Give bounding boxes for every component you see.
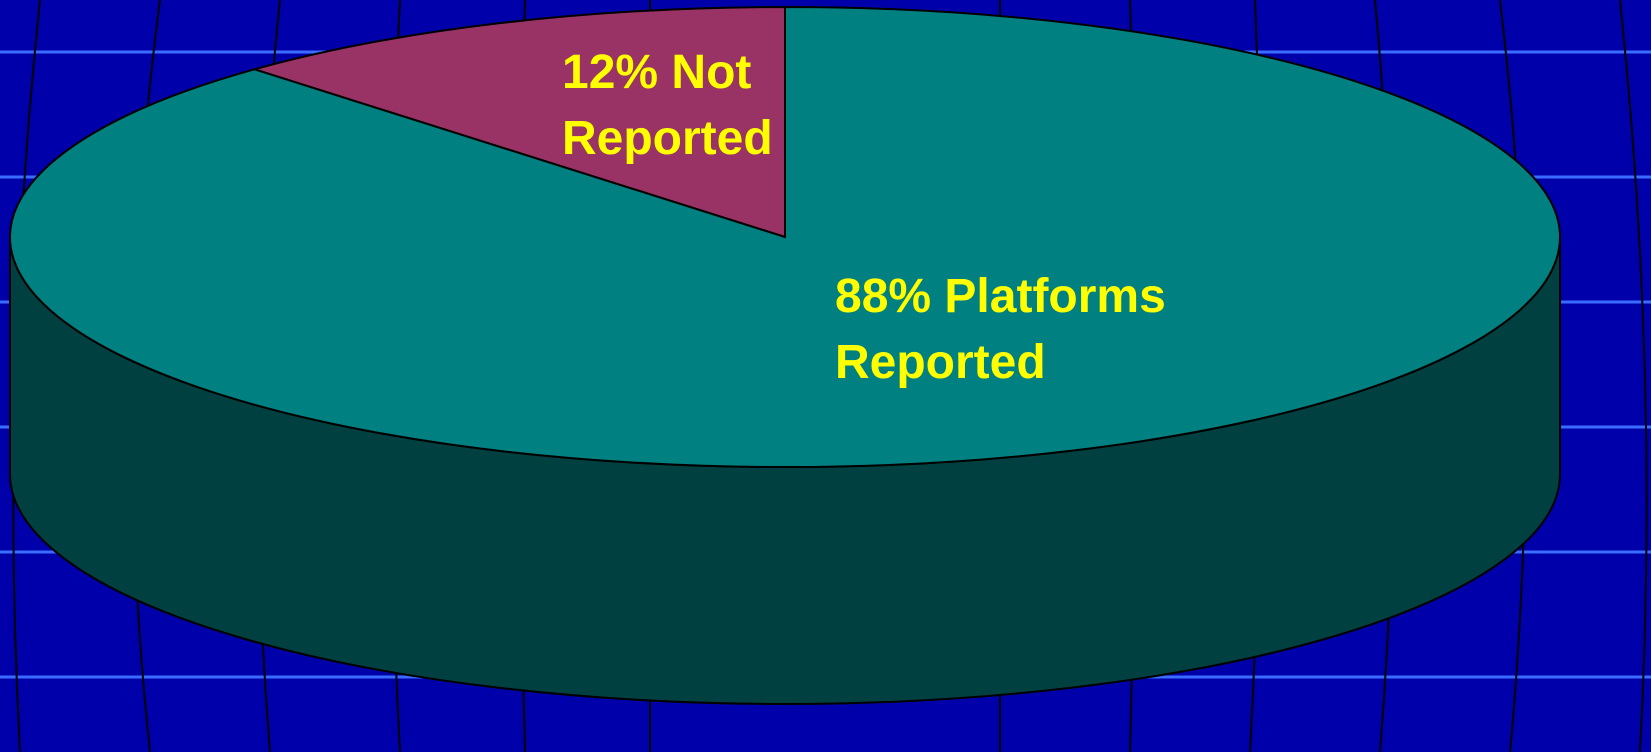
pie-slice xyxy=(9,5,1561,468)
pie-top xyxy=(9,5,1561,468)
pie-slice xyxy=(250,5,786,239)
slice-label: 12% Not Reported xyxy=(562,46,773,165)
slice-label: 88% Platforms Reported xyxy=(835,270,1166,389)
